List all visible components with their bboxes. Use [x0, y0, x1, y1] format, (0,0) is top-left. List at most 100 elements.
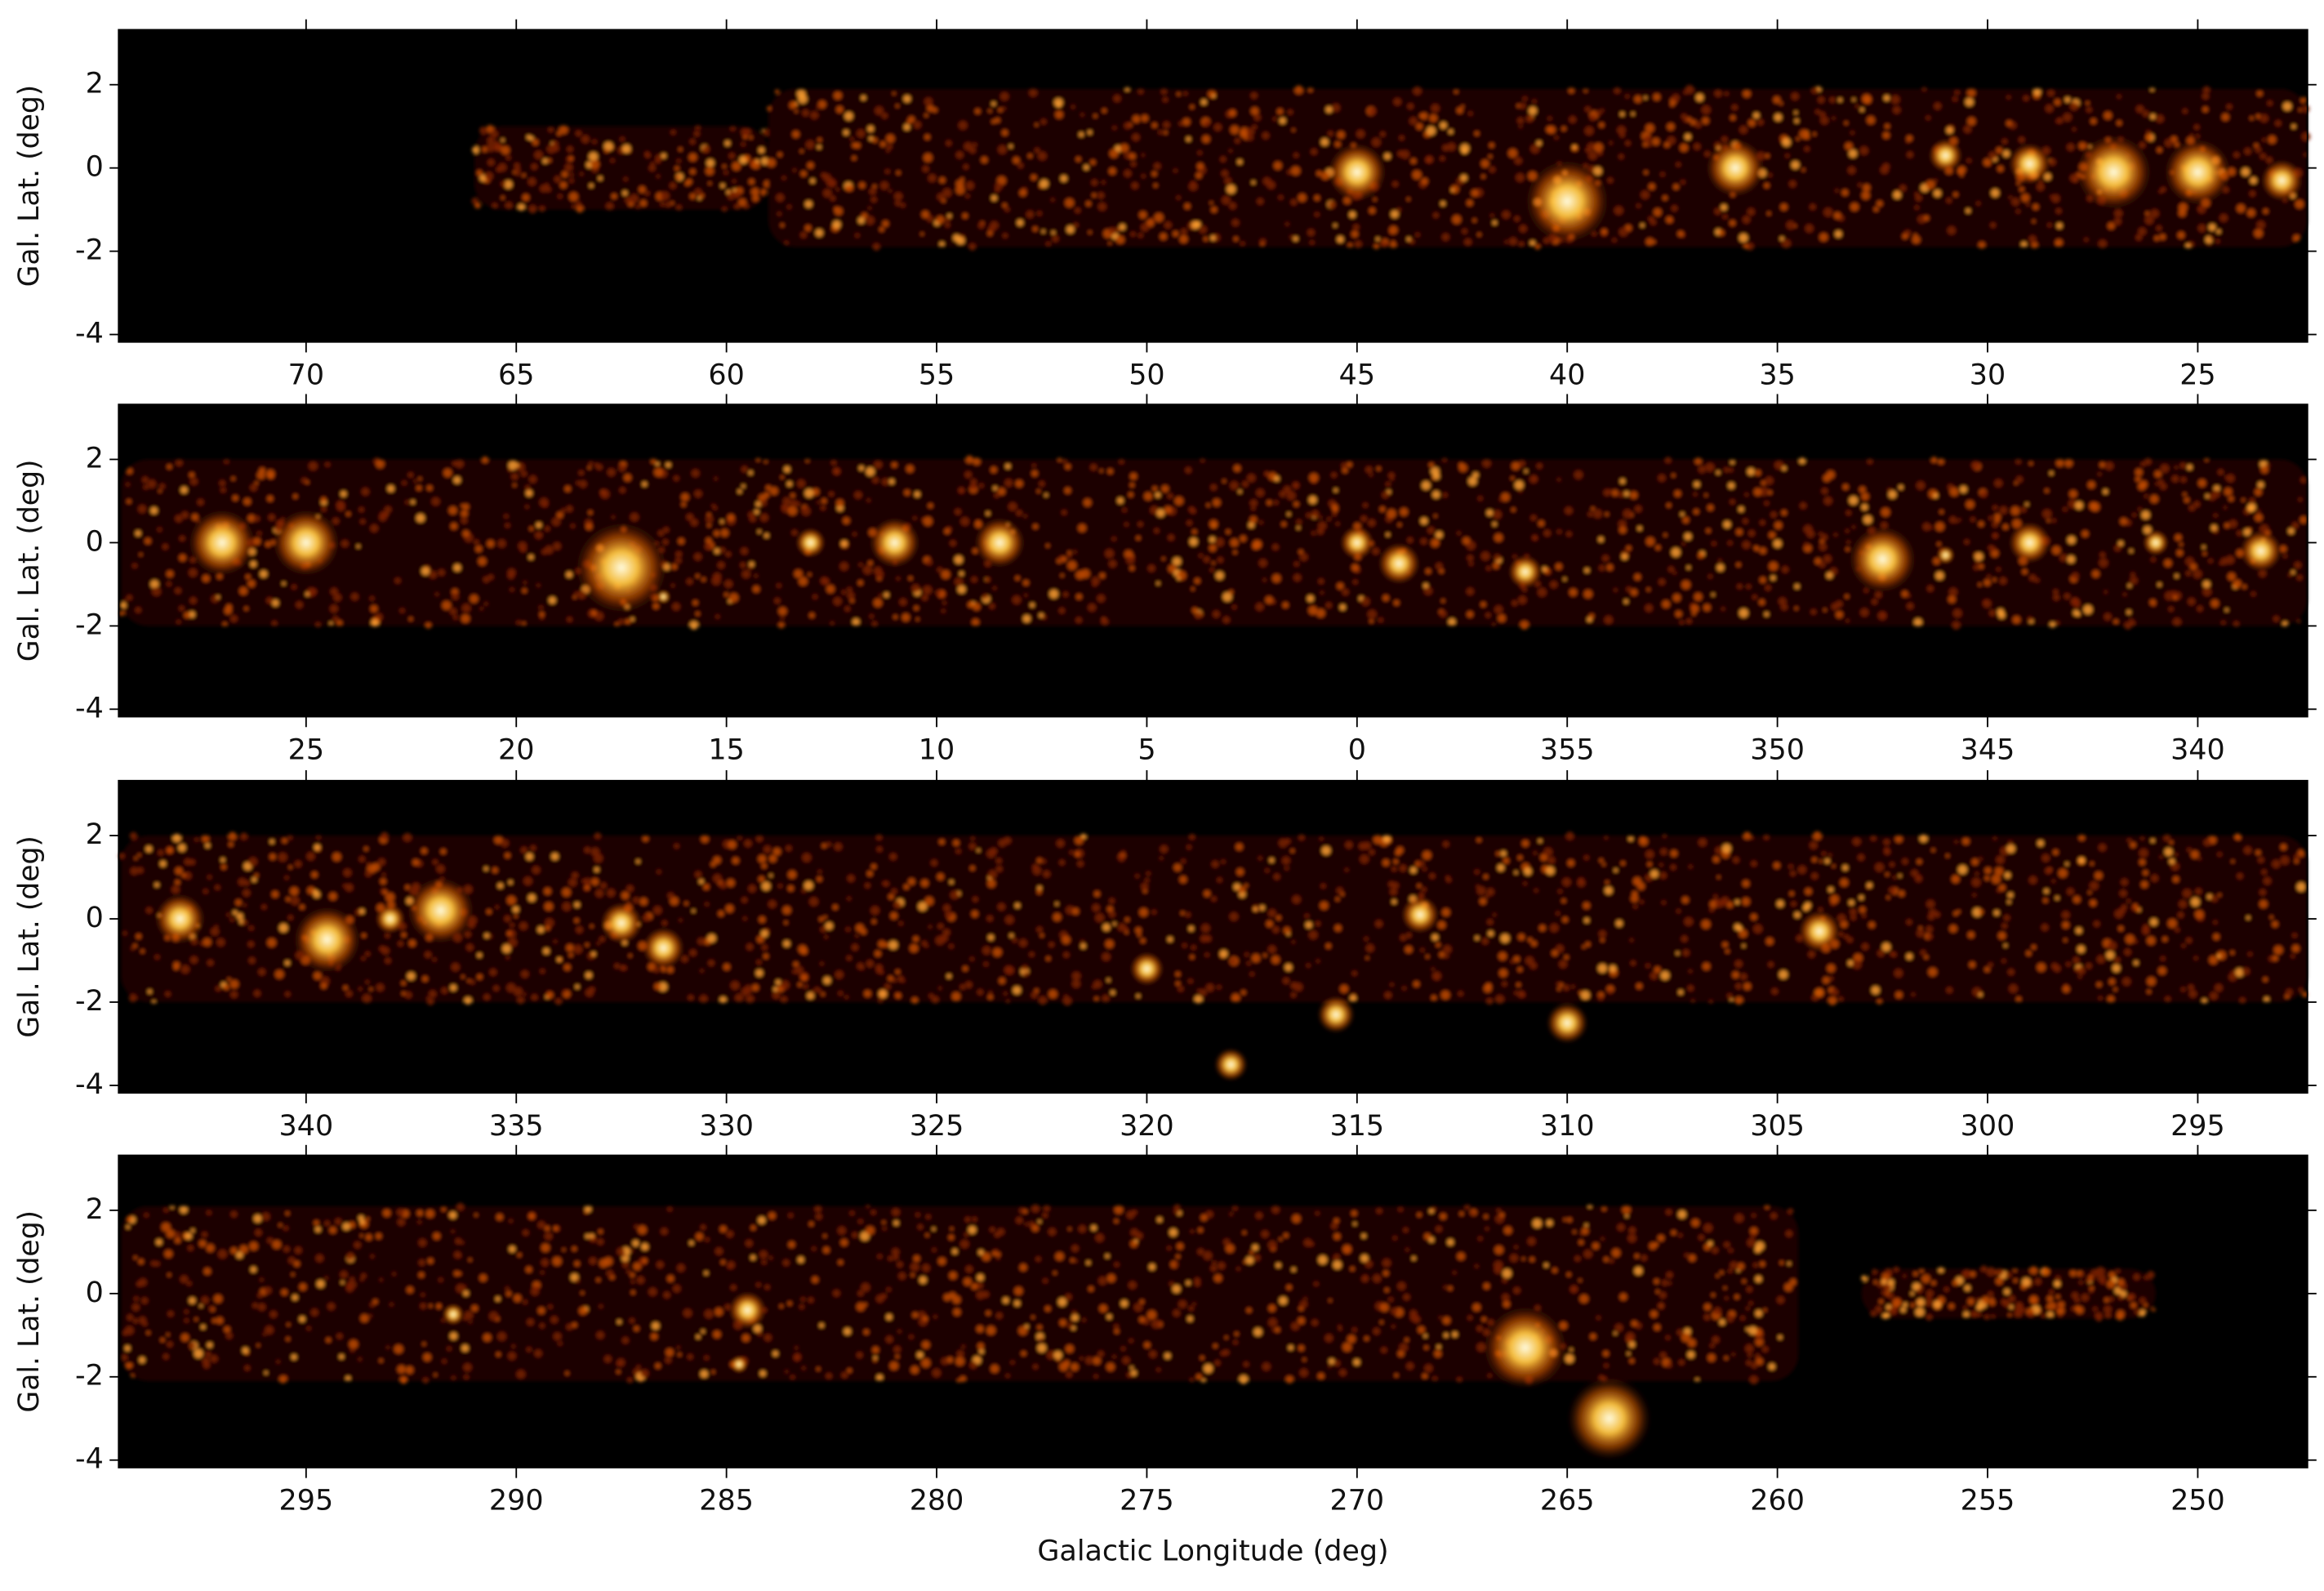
emission-speckle	[252, 877, 257, 883]
emission-speckle	[267, 495, 274, 502]
emission-speckle	[844, 995, 848, 1000]
emission-speckle	[514, 1294, 522, 1303]
emission-speckle	[1880, 166, 1889, 175]
emission-speckle	[1820, 533, 1828, 541]
emission-speckle	[2143, 870, 2148, 876]
emission-speckle	[382, 889, 388, 895]
bright-region	[2239, 530, 2282, 573]
emission-speckle	[1734, 960, 1743, 968]
emission-speckle	[450, 523, 458, 530]
emission-speckle	[1111, 537, 1116, 541]
emission-speckle	[425, 622, 432, 629]
emission-speckle	[1483, 1282, 1490, 1290]
emission-speckle	[284, 876, 289, 880]
emission-speckle	[1327, 517, 1332, 521]
emission-speckle	[1024, 593, 1028, 597]
emission-speckle	[804, 200, 813, 208]
emission-speckle	[741, 547, 748, 555]
emission-speckle	[612, 515, 615, 519]
emission-speckle	[274, 969, 284, 979]
emission-speckle	[470, 595, 479, 604]
emission-speckle	[2265, 463, 2270, 468]
emission-speckle	[1468, 477, 1477, 486]
emission-speckle	[222, 622, 227, 626]
emission-speckle	[594, 462, 599, 467]
emission-speckle	[1363, 502, 1369, 508]
emission-speckle	[1373, 1274, 1382, 1283]
emission-speckle	[189, 472, 194, 478]
emission-speckle	[611, 193, 617, 199]
emission-speckle	[923, 516, 933, 526]
emission-speckle	[1164, 1353, 1171, 1359]
emission-speckle	[2113, 987, 2117, 992]
emission-speckle	[247, 941, 255, 947]
emission-speckle	[1578, 1240, 1584, 1246]
emission-speckle	[553, 1332, 562, 1341]
emission-speckle	[1743, 243, 1749, 249]
emission-speckle	[1966, 208, 1971, 213]
emission-speckle	[1712, 593, 1715, 596]
emission-speckle	[1067, 560, 1077, 570]
emission-speckle	[1867, 116, 1876, 125]
emission-speckle	[1329, 1299, 1332, 1303]
emission-speckle	[137, 853, 141, 857]
emission-speckle	[1832, 864, 1836, 868]
emission-speckle	[2118, 925, 2124, 932]
emission-speckle	[1313, 1281, 1319, 1286]
emission-speckle	[2183, 492, 2187, 497]
emission-speckle	[963, 1277, 972, 1286]
emission-speckle	[518, 541, 527, 550]
emission-speckle	[2047, 222, 2052, 228]
emission-speckle	[741, 1334, 750, 1342]
emission-speckle	[1085, 1356, 1093, 1365]
emission-speckle	[2228, 519, 2237, 528]
emission-speckle	[408, 939, 416, 947]
emission-speckle	[1994, 479, 2003, 488]
emission-speckle	[1339, 604, 1346, 611]
emission-speckle	[748, 178, 755, 185]
emission-speckle	[1128, 1281, 1137, 1290]
emission-speckle	[1861, 492, 1869, 501]
emission-speckle	[2006, 845, 2015, 853]
emission-speckle	[1388, 472, 1395, 479]
emission-speckle	[1996, 567, 2001, 572]
emission-speckle	[2090, 862, 2095, 866]
emission-speckle	[1352, 579, 1358, 585]
emission-speckle	[1867, 882, 1872, 889]
emission-speckle	[2071, 1306, 2077, 1312]
emission-speckle	[1034, 988, 1039, 993]
emission-speckle	[1179, 234, 1188, 243]
emission-speckle	[1191, 508, 1196, 515]
emission-speckle	[754, 574, 758, 578]
emission-speckle	[1659, 1352, 1667, 1359]
emission-speckle	[866, 871, 873, 877]
y-tick-label: 2	[86, 443, 104, 475]
emission-speckle	[1823, 608, 1827, 612]
emission-speckle	[1845, 142, 1853, 150]
emission-speckle	[1644, 170, 1649, 175]
emission-speckle	[1728, 1268, 1733, 1273]
emission-speckle	[1709, 1000, 1713, 1004]
emission-speckle	[1213, 123, 1222, 131]
emission-speckle	[394, 1344, 403, 1354]
emission-speckle	[1064, 995, 1068, 998]
emission-speckle	[670, 129, 676, 136]
emission-speckle	[1265, 868, 1270, 873]
emission-speckle	[1053, 1351, 1062, 1360]
emission-speckle	[1071, 1245, 1079, 1252]
emission-speckle	[2221, 620, 2226, 626]
emission-speckle	[1309, 240, 1315, 245]
emission-speckle	[1390, 242, 1397, 248]
emission-speckle	[1251, 506, 1256, 511]
emission-speckle	[982, 594, 988, 599]
emission-speckle	[1180, 911, 1185, 916]
emission-speckle	[515, 463, 519, 468]
emission-speckle	[1967, 931, 1975, 938]
emission-speckle	[189, 611, 195, 618]
emission-speckle	[316, 1280, 325, 1288]
emission-speckle	[732, 179, 737, 184]
emission-speckle	[630, 617, 634, 622]
emission-speckle	[2077, 966, 2086, 975]
emission-speckle	[1859, 486, 1866, 493]
emission-speckle	[1751, 860, 1757, 867]
